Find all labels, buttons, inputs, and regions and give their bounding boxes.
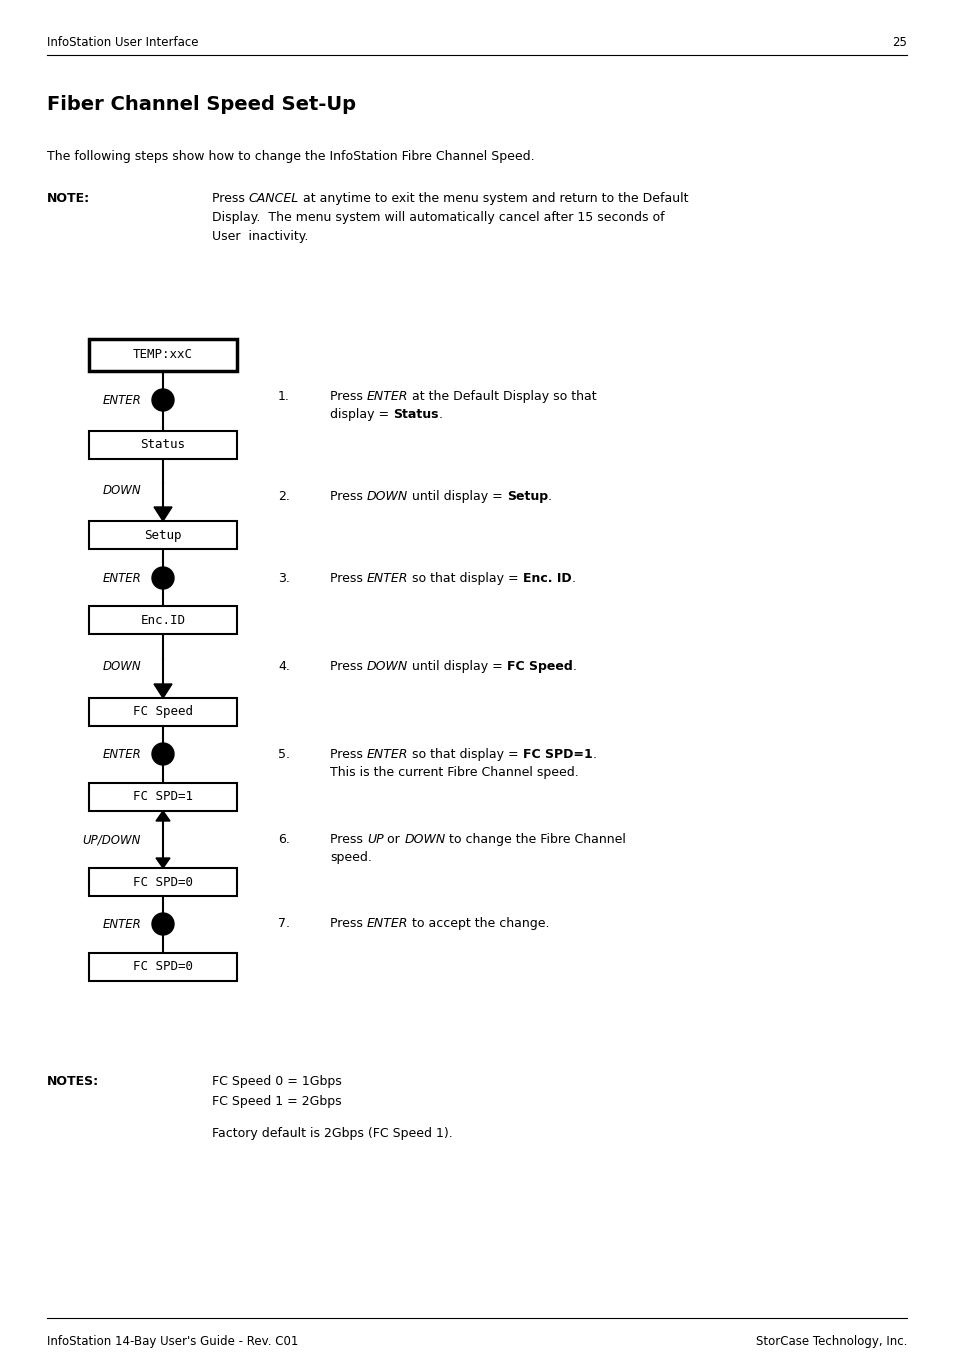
- Text: 2.: 2.: [277, 490, 290, 502]
- Polygon shape: [153, 507, 172, 522]
- Text: to change the Fibre Channel: to change the Fibre Channel: [445, 832, 626, 846]
- Text: User  inactivity.: User inactivity.: [212, 230, 308, 244]
- Text: DOWN: DOWN: [102, 660, 141, 672]
- Text: Press: Press: [330, 747, 367, 761]
- Text: .: .: [547, 490, 552, 502]
- Text: ENTER: ENTER: [367, 390, 408, 402]
- Text: Press: Press: [330, 490, 367, 502]
- Text: FC SPD=1: FC SPD=1: [132, 790, 193, 804]
- Bar: [89, 522, 236, 549]
- Polygon shape: [153, 684, 172, 698]
- Text: Setup: Setup: [144, 528, 182, 542]
- Text: FC SPD=0: FC SPD=0: [132, 961, 193, 973]
- Text: UP/DOWN: UP/DOWN: [83, 834, 141, 846]
- Text: DOWN: DOWN: [367, 490, 408, 502]
- Text: NOTE:: NOTE:: [47, 192, 90, 205]
- Circle shape: [152, 913, 173, 935]
- Text: Enc.ID: Enc.ID: [140, 613, 185, 627]
- Text: 1.: 1.: [277, 390, 290, 402]
- Text: Setup: Setup: [506, 490, 547, 502]
- Text: The following steps show how to change the InfoStation Fibre Channel Speed.: The following steps show how to change t…: [47, 151, 534, 163]
- Text: .: .: [438, 408, 442, 422]
- Text: 25: 25: [891, 36, 906, 48]
- Text: Status: Status: [393, 408, 438, 422]
- Text: or: or: [383, 832, 404, 846]
- Circle shape: [152, 743, 173, 765]
- Text: .: .: [572, 660, 576, 674]
- Text: Press: Press: [330, 572, 367, 585]
- Text: Enc. ID: Enc. ID: [522, 572, 571, 585]
- Text: NOTES:: NOTES:: [47, 1075, 99, 1088]
- Text: so that display =: so that display =: [408, 747, 522, 761]
- Text: at the Default Display so that: at the Default Display so that: [408, 390, 597, 402]
- Text: InfoStation User Interface: InfoStation User Interface: [47, 36, 198, 48]
- Text: Press: Press: [330, 390, 367, 402]
- Text: 4.: 4.: [277, 660, 290, 674]
- Text: 3.: 3.: [277, 572, 290, 585]
- Text: until display =: until display =: [408, 660, 506, 674]
- Text: DOWN: DOWN: [102, 483, 141, 497]
- Bar: [89, 606, 236, 634]
- Bar: [89, 868, 236, 895]
- Polygon shape: [156, 858, 170, 868]
- Text: Fiber Channel Speed Set-Up: Fiber Channel Speed Set-Up: [47, 94, 355, 114]
- Text: .: .: [571, 572, 575, 585]
- Text: Press: Press: [330, 917, 367, 930]
- Text: ENTER: ENTER: [102, 917, 141, 931]
- Text: until display =: until display =: [408, 490, 506, 502]
- Text: Press: Press: [330, 660, 367, 674]
- Text: CANCEL: CANCEL: [249, 192, 299, 205]
- Text: ENTER: ENTER: [367, 747, 408, 761]
- Text: FC Speed: FC Speed: [506, 660, 572, 674]
- Text: ENTER: ENTER: [102, 747, 141, 761]
- Text: Factory default is 2Gbps (FC Speed 1).: Factory default is 2Gbps (FC Speed 1).: [212, 1127, 453, 1140]
- Text: InfoStation 14-Bay User's Guide - Rev. C01: InfoStation 14-Bay User's Guide - Rev. C…: [47, 1335, 298, 1348]
- Text: This is the current Fibre Channel speed.: This is the current Fibre Channel speed.: [330, 767, 578, 779]
- Text: speed.: speed.: [330, 852, 372, 864]
- Text: ENTER: ENTER: [367, 572, 408, 585]
- Bar: [89, 953, 236, 982]
- Text: ENTER: ENTER: [367, 917, 408, 930]
- Text: 5.: 5.: [277, 747, 290, 761]
- Polygon shape: [156, 810, 170, 821]
- Text: .: .: [592, 747, 596, 761]
- Text: DOWN: DOWN: [404, 832, 445, 846]
- Circle shape: [152, 567, 173, 589]
- Text: Press: Press: [212, 192, 249, 205]
- Text: Status: Status: [140, 438, 185, 452]
- Bar: [89, 783, 236, 810]
- Text: DOWN: DOWN: [367, 660, 408, 674]
- Text: 6.: 6.: [277, 832, 290, 846]
- Text: FC SPD=0: FC SPD=0: [132, 876, 193, 888]
- Text: so that display =: so that display =: [408, 572, 522, 585]
- Text: ENTER: ENTER: [102, 393, 141, 407]
- Text: to accept the change.: to accept the change.: [408, 917, 549, 930]
- Bar: [89, 431, 236, 459]
- Text: UP: UP: [367, 832, 383, 846]
- Text: 7.: 7.: [277, 917, 290, 930]
- Bar: [89, 698, 236, 726]
- Text: StorCase Technology, Inc.: StorCase Technology, Inc.: [755, 1335, 906, 1348]
- Text: FC Speed: FC Speed: [132, 705, 193, 719]
- Text: display =: display =: [330, 408, 393, 422]
- Text: Display.  The menu system will automatically cancel after 15 seconds of: Display. The menu system will automatica…: [212, 211, 664, 225]
- Text: FC Speed 1 = 2Gbps: FC Speed 1 = 2Gbps: [212, 1095, 341, 1108]
- Circle shape: [152, 389, 173, 411]
- Text: at anytime to exit the menu system and return to the Default: at anytime to exit the menu system and r…: [299, 192, 688, 205]
- Text: FC Speed 0 = 1Gbps: FC Speed 0 = 1Gbps: [212, 1075, 341, 1088]
- Text: ENTER: ENTER: [102, 571, 141, 585]
- Text: TEMP:xxC: TEMP:xxC: [132, 349, 193, 361]
- Bar: [89, 340, 236, 371]
- Text: FC SPD=1: FC SPD=1: [522, 747, 592, 761]
- Text: Press: Press: [330, 832, 367, 846]
